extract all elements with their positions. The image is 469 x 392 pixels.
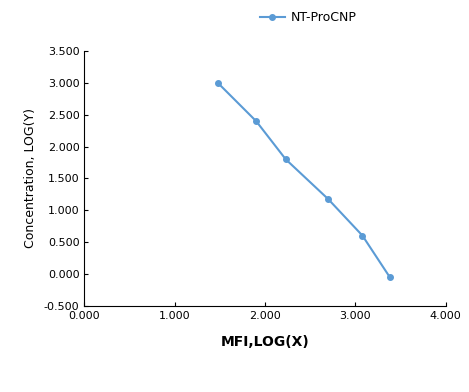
NT-ProCNP — [215, 80, 220, 85]
NT-ProCNP — [387, 274, 393, 279]
X-axis label: MFI,LOG(X): MFI,LOG(X) — [220, 334, 310, 348]
Line: NT-ProCNP: NT-ProCNP — [215, 80, 393, 279]
Y-axis label: Concentration, LOG(Y): Concentration, LOG(Y) — [24, 108, 37, 249]
NT-ProCNP — [325, 197, 331, 201]
NT-ProCNP — [360, 233, 365, 238]
NT-ProCNP — [253, 119, 259, 123]
NT-ProCNP — [283, 157, 288, 162]
Legend: NT-ProCNP: NT-ProCNP — [260, 11, 357, 24]
